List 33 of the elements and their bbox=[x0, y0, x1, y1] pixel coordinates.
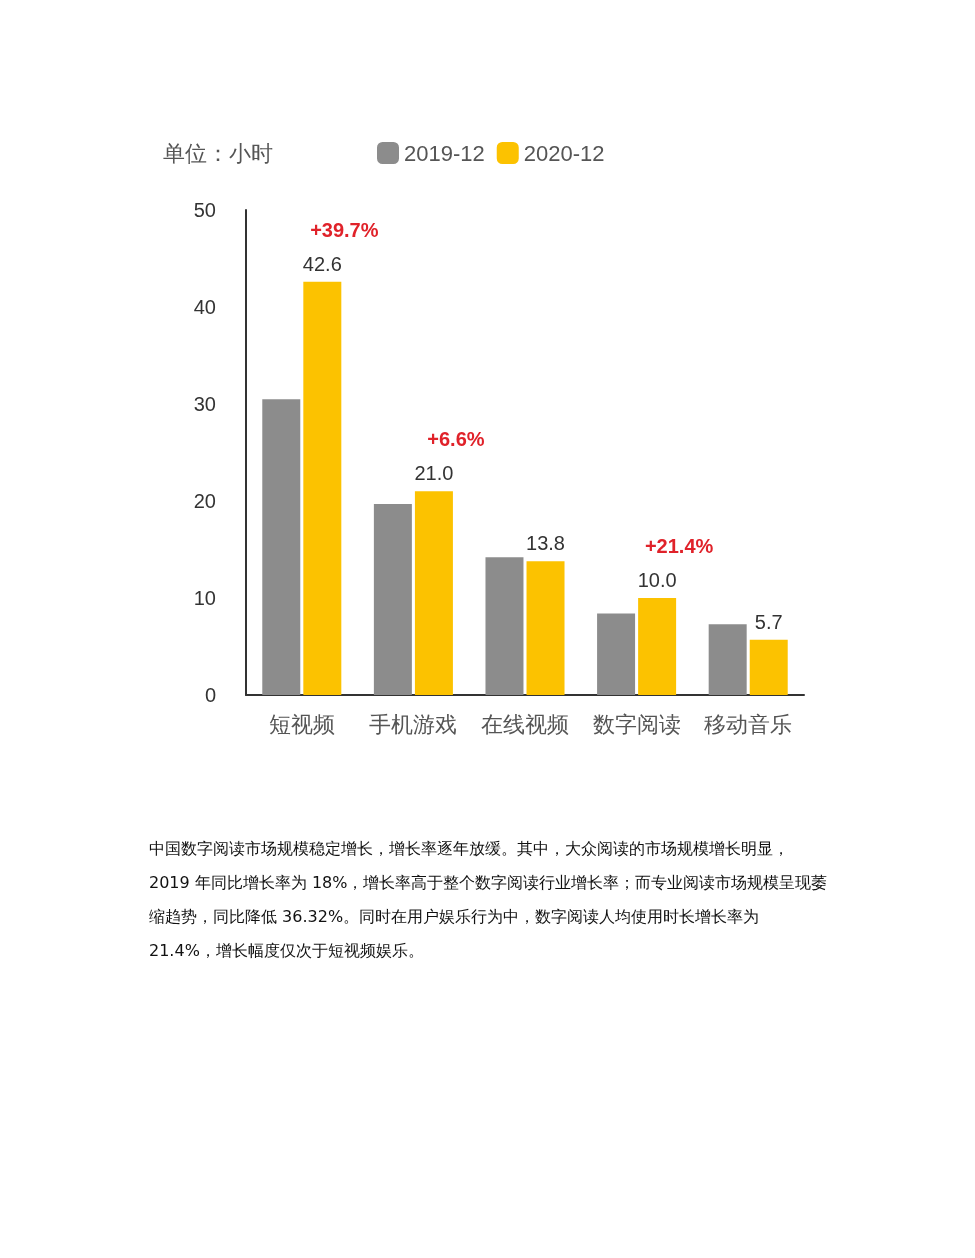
y-tick-label: 30 bbox=[193, 393, 216, 415]
bar bbox=[526, 561, 565, 695]
x-tick-label: 在线视频 bbox=[481, 711, 569, 737]
x-tick-label: 短视频 bbox=[268, 711, 335, 737]
bar bbox=[708, 624, 747, 695]
data-label: 42.6 bbox=[302, 252, 342, 275]
y-axis-title: 单位：小时 bbox=[163, 140, 273, 166]
x-tick-label: 数字阅读 bbox=[592, 711, 681, 737]
bar bbox=[262, 399, 301, 695]
y-tick-label: 10 bbox=[193, 587, 216, 609]
annotation: +39.7% bbox=[310, 218, 379, 241]
bar bbox=[414, 491, 453, 695]
annotation: +6.6% bbox=[427, 428, 485, 451]
bar bbox=[485, 557, 524, 695]
bar bbox=[749, 639, 788, 695]
data-label: 13.8 bbox=[526, 532, 565, 555]
bar bbox=[373, 503, 412, 695]
legend-label: 2020-12 bbox=[523, 140, 605, 166]
data-label: 5.7 bbox=[754, 610, 783, 633]
x-tick-label: 移动音乐 bbox=[704, 711, 793, 737]
legend-label: 2019-12 bbox=[404, 140, 485, 166]
data-label: 21.0 bbox=[414, 462, 454, 485]
y-tick-label: 40 bbox=[193, 296, 216, 318]
y-tick-label: 20 bbox=[193, 490, 216, 512]
bar bbox=[597, 613, 636, 695]
data-label: 10.0 bbox=[637, 569, 677, 591]
text: 中国数字阅读市场规模稳定增长，增长率逐年放缓。其中，大众阅读的市场规模增长明显，2019 年同比增长率为 18%，增长率高于整个数字阅读行业增长率；而专业阅读市场规模呈现萎缩趋势，同比降低 36.32%。同时在用户娱乐行为中，数字阅读人均使用时长增长率为 21.4%，增长幅度仅次于短视频娱乐。 bbox=[149, 838, 829, 962]
bar bbox=[303, 281, 342, 695]
bar bbox=[638, 598, 677, 695]
annotation: +21.4% bbox=[644, 535, 714, 557]
y-tick-label: 0 bbox=[204, 684, 216, 706]
x-tick-label: 手机游戏 bbox=[369, 711, 458, 737]
y-tick-label: 50 bbox=[193, 199, 216, 221]
